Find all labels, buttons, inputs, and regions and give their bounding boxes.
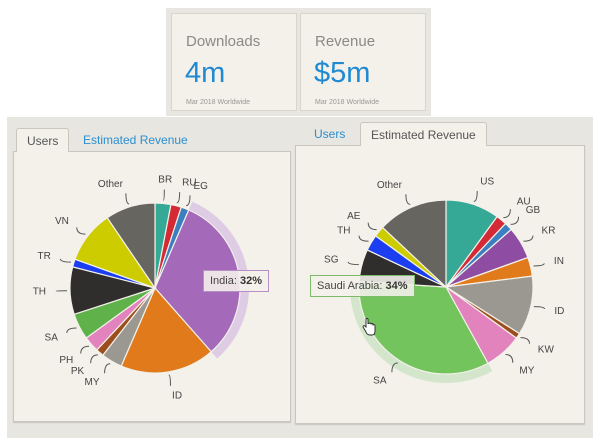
tooltip-name: Saudi Arabia: [317,280,383,292]
label-connector [347,261,359,266]
label-connector [104,363,111,374]
label-connector [503,209,511,219]
tab-users-right[interactable]: Users [314,127,346,141]
slice-label: GB [526,205,541,216]
pie-slice-sa[interactable] [358,280,489,375]
label-connector [66,327,77,334]
tooltip-name: India: [210,275,237,287]
downloads-stat: Downloads 4m Mar 2018 Worldwide [171,13,297,111]
slice-label: KR [542,225,556,236]
label-connector [473,190,478,202]
label-connector [90,354,98,364]
label-connector [162,189,165,201]
pie-slice-other[interactable] [381,199,447,289]
slice-label: Other [98,179,124,190]
slice-label: SA [373,376,387,387]
slice-label: AE [347,211,361,222]
slice-label: PH [59,355,73,366]
users-panel: BR RU EG ID MY PK PH SA TH TR VN Other India: 32% [13,151,291,422]
label-connector [367,222,377,231]
slice-label: US [480,176,494,187]
slice-label: Other [377,180,403,191]
tooltip-value: 32% [239,275,263,287]
tab-estimated-revenue-left[interactable]: Estimated Revenue [83,133,188,147]
label-connector [523,235,534,242]
label-connector [510,216,520,225]
slice-label: AU [517,196,531,207]
label-connector [358,235,369,242]
stat-value: $5m [314,57,371,89]
label-connector [186,195,191,207]
slice-label: MY [85,377,100,388]
chart-tooltip: Saudi Arabia: 34% [310,275,415,297]
slice-label: PK [71,366,85,377]
stat-value: 4m [185,57,226,89]
slice-label: RU [182,177,196,188]
tooltip-value: 34% [385,280,408,292]
slice-label: TR [37,251,50,262]
slice-halo-in [188,201,250,359]
slice-label: MY [519,365,534,376]
stat-subtitle: Mar 2018 Worldwide [186,99,251,106]
slice-label: KW [538,344,555,355]
slice-label: BR [158,174,172,185]
revenue-panel: US AU GB KR IN ID KW MY SA SG TH AE Other Saudi Arab… [295,145,585,424]
slice-label: SA [45,332,59,343]
slice-label: IN [554,256,564,267]
slice-label: TH [337,225,350,236]
slice-label: ID [172,391,182,402]
pie-slice-id[interactable] [120,286,213,374]
label-connector [520,337,531,344]
charts-frame: Users Estimated Revenue Users Estimated … [7,117,593,438]
label-connector [176,192,181,204]
tab-users-left[interactable]: Users [16,128,70,152]
pie-slice-other[interactable] [106,202,156,290]
stats-card: Downloads 4m Mar 2018 Worldwide Revenue … [166,8,431,116]
label-connector [125,193,130,205]
slice-label: VN [55,216,69,227]
chart-tooltip: India: 32% [203,270,270,292]
label-connector [533,306,546,310]
label-connector [405,194,411,205]
stat-label: Revenue [315,33,376,50]
slice-label: EG [194,181,209,192]
slice-label: ID [554,306,564,317]
slice-label: SG [324,254,339,265]
label-connector [391,362,398,373]
label-connector [168,374,171,386]
label-connector [505,354,514,363]
stat-label: Downloads [186,33,261,50]
label-connector [59,258,71,263]
label-connector [533,263,545,267]
slice-halo-sa [350,280,493,383]
tab-estimated-revenue-right[interactable]: Estimated Revenue [360,122,487,146]
revenue-stat: Revenue $5m Mar 2018 Worldwide [300,13,426,111]
stat-subtitle: Mar 2018 Worldwide [315,99,380,106]
label-connector [76,227,86,235]
hand-cursor-icon [362,318,376,336]
label-connector [80,345,90,354]
slice-label: TH [33,286,46,297]
